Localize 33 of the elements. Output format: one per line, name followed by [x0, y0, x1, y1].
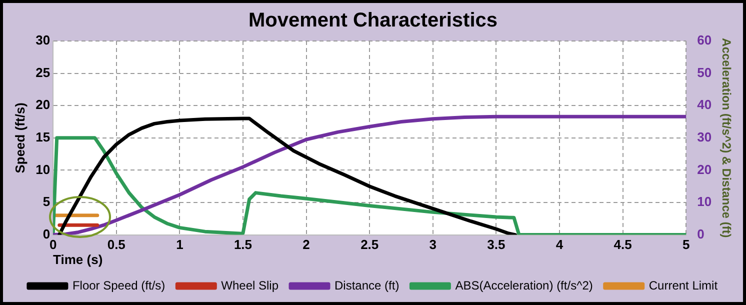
legend-label: ABS(Acceleration) (ft/s^2) [455, 278, 593, 292]
y2-tick-label: 30 [697, 129, 712, 144]
y-tick-label: 10 [36, 162, 50, 177]
x-tick-label: 2 [302, 237, 310, 252]
legend-label: Current Limit [648, 278, 718, 292]
y2-axis-title: Acceleration (ft/s^2) & Distance (ft) [719, 38, 734, 238]
x-tick-label: 1.5 [234, 237, 252, 252]
y-tick-label: 25 [36, 64, 50, 80]
y-tick-label: 30 [36, 32, 50, 48]
legend-label: Distance (ft) [334, 278, 400, 292]
x-tick-label: 4.5 [614, 237, 632, 252]
x-axis-title: Time (s) [53, 252, 103, 267]
y-tick-label: 15 [36, 129, 50, 144]
y-tick-label: 5 [42, 194, 50, 210]
legend-label: Floor Speed (ft/s) [72, 278, 166, 292]
y2-tick-label: 60 [697, 32, 712, 48]
y2-tick-label: 20 [697, 162, 712, 177]
x-tick-label: 3 [429, 237, 437, 252]
y2-tick-label: 50 [697, 64, 712, 80]
x-tick-label: 5 [682, 237, 690, 252]
legend-label: Wheel Slip [221, 278, 279, 292]
y-tick-label: 20 [36, 97, 50, 112]
x-tick-label: 4 [556, 237, 564, 252]
x-tick-label: 3.5 [487, 237, 506, 252]
x-tick-label: 0.5 [107, 237, 126, 252]
chart-title: Movement Characteristics [248, 10, 498, 32]
y-tick-label: 0 [42, 226, 50, 242]
y2-tick-label: 10 [697, 194, 712, 210]
y2-tick-label: 0 [697, 226, 704, 242]
y2-tick-label: 40 [697, 97, 712, 112]
x-tick-label: 1 [176, 237, 184, 252]
x-tick-label: 2.5 [360, 237, 379, 252]
y-axis-title: Speed (ft/s) [12, 102, 28, 174]
